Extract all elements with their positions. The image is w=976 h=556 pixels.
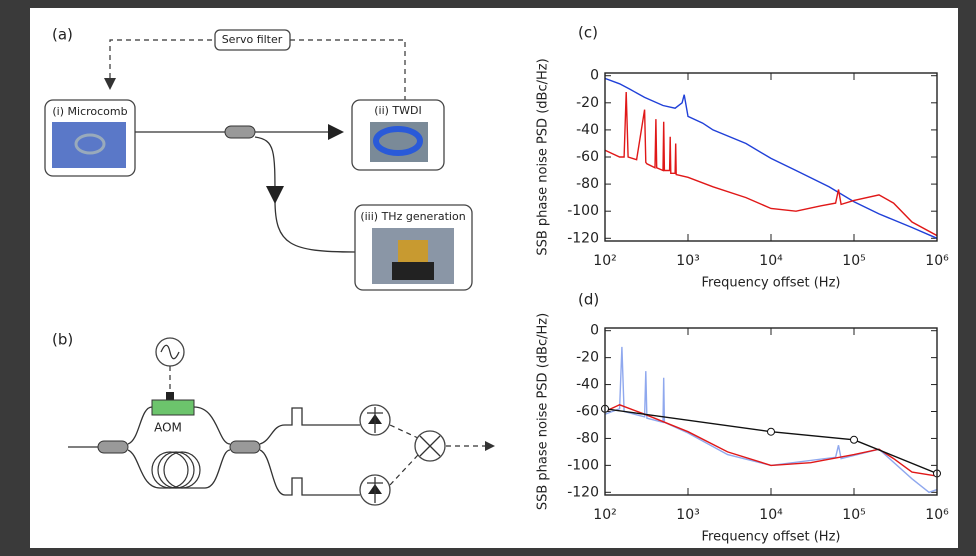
x-tick-label: 10² (593, 507, 616, 523)
transducer (166, 392, 174, 400)
x-tick-label: 10⁶ (925, 253, 949, 269)
panel-label: (d) (578, 291, 599, 309)
node-label: (iii) THz generation (360, 210, 465, 223)
series-line (605, 408, 937, 475)
y-tick-label: 0 (590, 68, 599, 84)
x-axis-label: Frequency offset (Hz) (702, 530, 841, 545)
node-label: (ii) TWDI (374, 104, 422, 117)
plot-frame (604, 327, 938, 496)
y-tick-label: -80 (576, 430, 599, 446)
y-tick-label: -20 (576, 95, 599, 111)
panel-label: (b) (52, 331, 73, 349)
panel-label: (c) (578, 24, 598, 42)
marker (850, 435, 858, 444)
coupler (224, 125, 256, 139)
fiber-delay (151, 451, 201, 489)
plot-frame (604, 72, 938, 242)
diagram-b: (b) AOM (52, 331, 495, 506)
ring (74, 133, 106, 155)
panel-label: (a) (52, 26, 73, 44)
y-tick-label: -80 (576, 176, 599, 192)
x-tick-label: 10³ (676, 507, 699, 523)
y-axis-label: SSB phase noise PSD (dBc/Hz) (536, 58, 551, 255)
x-tick-label: 10³ (676, 253, 699, 269)
diagram-a: (a) Servo filter (i) Microcomb (ii) TWDI… (44, 26, 473, 291)
y-tick-label: -40 (576, 377, 599, 393)
sine (160, 344, 180, 360)
series-line (605, 404, 937, 477)
y-tick-label: -100 (567, 457, 599, 473)
aom-box (151, 399, 195, 416)
diode-lines (367, 407, 383, 503)
interferometer (68, 406, 286, 496)
x-tick-label: 10⁴ (759, 507, 783, 523)
arrow (328, 124, 344, 140)
x-axis-label: Frequency offset (Hz) (702, 276, 841, 291)
y-tick-label: -100 (567, 203, 599, 219)
y-tick-label: -120 (567, 484, 599, 500)
signal-lines (389, 424, 485, 486)
y-tick-label: -20 (576, 350, 599, 366)
x-tick-label: 10⁴ (759, 253, 783, 269)
microcomb-image (52, 122, 126, 168)
y-tick-label: -60 (576, 404, 599, 420)
marker (767, 427, 775, 436)
y-tick-label: -120 (567, 230, 599, 246)
series-line (605, 77, 937, 239)
servo-label: Servo filter (222, 33, 283, 46)
y-axis-label: SSB phase noise PSD (dBc/Hz) (536, 313, 551, 510)
servo-box (214, 29, 291, 51)
arrow (266, 186, 284, 204)
y-tick-label: -60 (576, 149, 599, 165)
servo-loop (109, 39, 406, 100)
aom-label: AOM (154, 421, 182, 435)
x-tick-label: 10⁵ (842, 253, 865, 269)
series-line (605, 91, 937, 237)
x-tick-label: 10⁶ (925, 507, 949, 523)
x-tick-label: 10² (593, 253, 616, 269)
x-tick-label: 10⁵ (842, 507, 865, 523)
y-tick-label: 0 (590, 323, 599, 339)
thz-mount (392, 262, 434, 280)
arrow (485, 441, 495, 451)
waveguide (135, 131, 356, 253)
y-tick-label: -40 (576, 122, 599, 138)
fiber-coil (373, 126, 423, 156)
node-label: (i) Microcomb (52, 105, 127, 118)
pulses (285, 407, 360, 496)
figure-background (30, 8, 958, 548)
arrow (104, 78, 116, 90)
mixer-cross (419, 435, 441, 457)
coupler (229, 440, 261, 454)
coupler (97, 440, 129, 454)
